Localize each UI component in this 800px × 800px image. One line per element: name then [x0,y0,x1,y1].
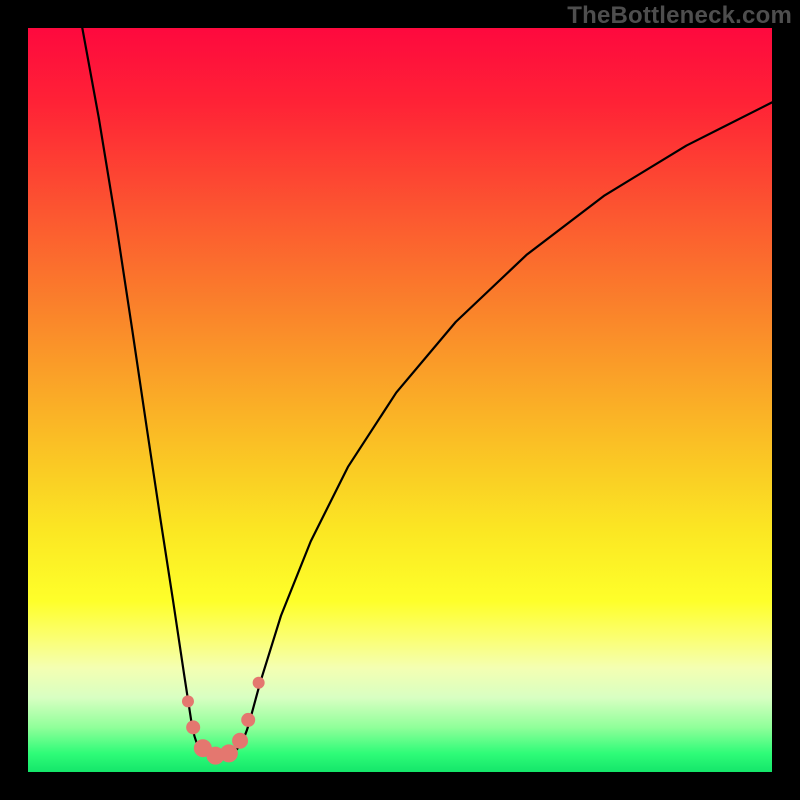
chart-frame: TheBottleneck.com [0,0,800,800]
watermark-text: TheBottleneck.com [567,2,792,30]
plot-area [28,28,772,772]
valley-marker [232,733,248,749]
curve-layer [28,28,772,772]
bottleneck-curve [82,28,772,753]
valley-marker [241,713,255,727]
valley-marker-group [182,677,265,765]
valley-marker [182,695,194,707]
valley-marker [253,677,265,689]
valley-marker [186,720,200,734]
